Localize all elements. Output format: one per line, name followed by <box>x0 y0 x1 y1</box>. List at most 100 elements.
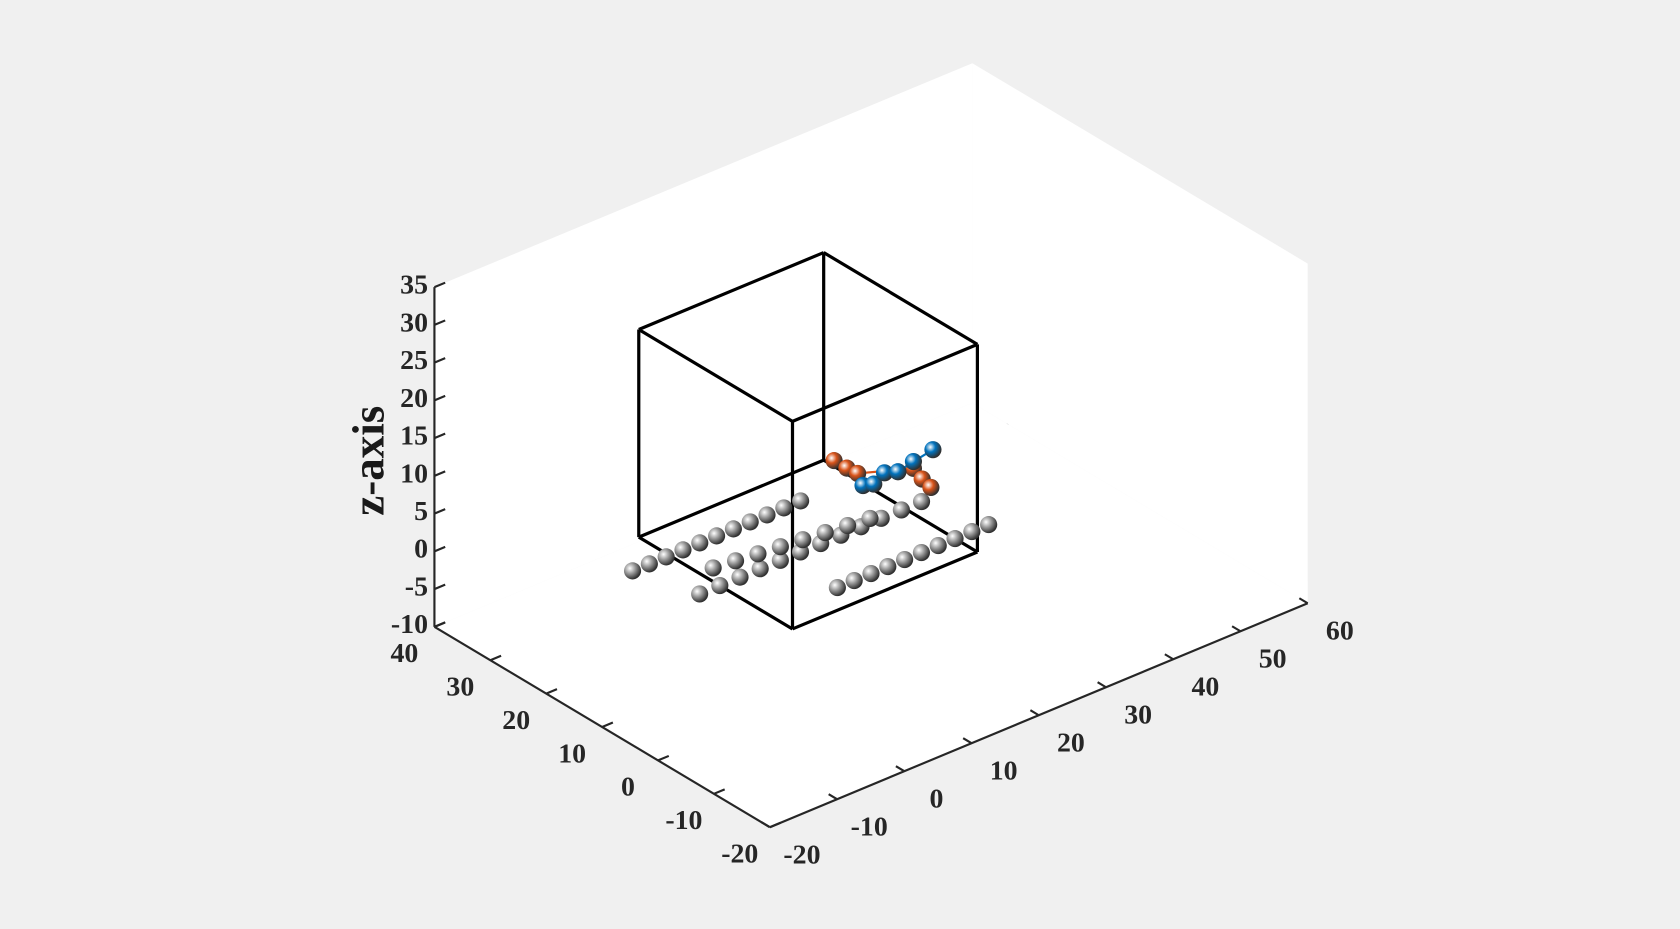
z-tick-label: 35 <box>400 270 428 301</box>
z-tick <box>434 319 446 326</box>
sphere-point <box>963 523 981 541</box>
sphere-point <box>825 452 843 470</box>
x-tick-label: 40 <box>1191 672 1219 703</box>
sphere-point <box>828 579 846 597</box>
x-tick <box>1097 681 1107 689</box>
z-tick <box>434 432 446 440</box>
sphere-point <box>839 516 857 535</box>
x-tick <box>828 793 838 801</box>
sphere-point <box>704 559 722 577</box>
z-tick-label: 0 <box>414 534 428 565</box>
x-tick <box>895 765 905 773</box>
x-tick-label: -20 <box>783 840 820 871</box>
sphere-point <box>879 558 897 576</box>
sphere-point <box>922 478 940 497</box>
sphere-point <box>674 541 692 559</box>
box-edge <box>637 328 794 423</box>
sphere-point <box>691 585 709 603</box>
y-tick-label: 20 <box>502 705 530 736</box>
sphere-point <box>731 568 749 586</box>
sphere-point <box>946 530 964 548</box>
y-tick <box>657 754 670 762</box>
x-tick <box>760 821 771 829</box>
x-tick-label: -10 <box>851 812 888 843</box>
sphere-point <box>980 516 998 534</box>
sphere-point <box>889 463 907 481</box>
side-wall <box>972 63 1308 604</box>
y-tick-label: -20 <box>721 839 758 870</box>
sphere-point <box>845 572 863 590</box>
sphere-point <box>924 441 942 459</box>
z-tick <box>434 470 446 477</box>
x-tick <box>962 737 973 745</box>
sphere-point <box>771 538 789 556</box>
x-tick-label: 0 <box>929 784 943 815</box>
y-tick-label: -10 <box>665 805 702 836</box>
sphere-point <box>875 464 894 482</box>
z-tick-label: 30 <box>400 307 428 338</box>
sphere-point <box>792 492 810 510</box>
z-tick-label: -10 <box>391 609 428 640</box>
box-edge <box>791 550 979 631</box>
sphere-point <box>749 545 767 563</box>
sphere-point <box>775 499 793 517</box>
z-tick <box>434 621 446 628</box>
sphere-point <box>865 475 883 493</box>
sphere-point <box>640 555 658 573</box>
z-tick-label: 25 <box>400 345 428 376</box>
sphere-point <box>691 534 709 552</box>
sphere-point <box>741 513 759 531</box>
y-tick-label: 0 <box>621 772 635 803</box>
sphere-point <box>912 544 930 562</box>
sphere-point <box>929 537 947 555</box>
z-tick <box>434 583 446 591</box>
sphere-point <box>711 576 729 595</box>
sphere-point <box>794 531 812 549</box>
sphere-point <box>657 548 675 566</box>
z-tick <box>434 508 446 515</box>
sphere-point <box>708 527 726 545</box>
sphere-point <box>726 552 745 570</box>
back-wall <box>434 63 973 627</box>
sphere-point <box>862 565 880 583</box>
z-tick <box>434 281 446 289</box>
y-tick <box>769 821 781 829</box>
x-tick-label: 50 <box>1259 644 1287 675</box>
y-tick <box>713 788 726 795</box>
sphere-point <box>758 506 776 524</box>
sphere-point <box>751 560 769 578</box>
box-edge <box>638 458 825 539</box>
sphere-point <box>904 452 923 471</box>
z-tick-label: 10 <box>400 458 428 489</box>
sphere-point <box>816 524 834 542</box>
x-tick-label: 60 <box>1326 616 1354 647</box>
floor-panel <box>434 402 1308 828</box>
box-edge <box>822 251 979 346</box>
sphere-point <box>912 492 931 511</box>
x-tick <box>1231 625 1242 633</box>
sphere-point <box>623 562 642 580</box>
z-tick <box>434 357 446 364</box>
x-tick-label: 30 <box>1124 700 1152 731</box>
x-tick <box>1029 709 1040 717</box>
y-tick-label: 40 <box>391 638 419 669</box>
x-tick-label: 10 <box>990 756 1018 787</box>
z-tick <box>434 545 446 553</box>
sphere-point <box>724 520 742 538</box>
z-tick-label: 20 <box>400 383 428 414</box>
z-tick-label: -5 <box>405 571 428 602</box>
y-tick-label: 30 <box>446 672 474 703</box>
z-axis-label: z-axis <box>344 406 394 516</box>
x-tick-label: 20 <box>1057 728 1085 759</box>
sphere-point <box>861 509 879 528</box>
y-tick <box>489 654 502 662</box>
sphere-point <box>892 501 910 519</box>
z-tick-label: 15 <box>400 421 428 452</box>
z-tick <box>434 394 446 402</box>
sphere-point <box>771 551 789 569</box>
y-tick <box>545 688 558 695</box>
y-tick <box>601 721 614 729</box>
x-tick <box>1298 597 1309 605</box>
